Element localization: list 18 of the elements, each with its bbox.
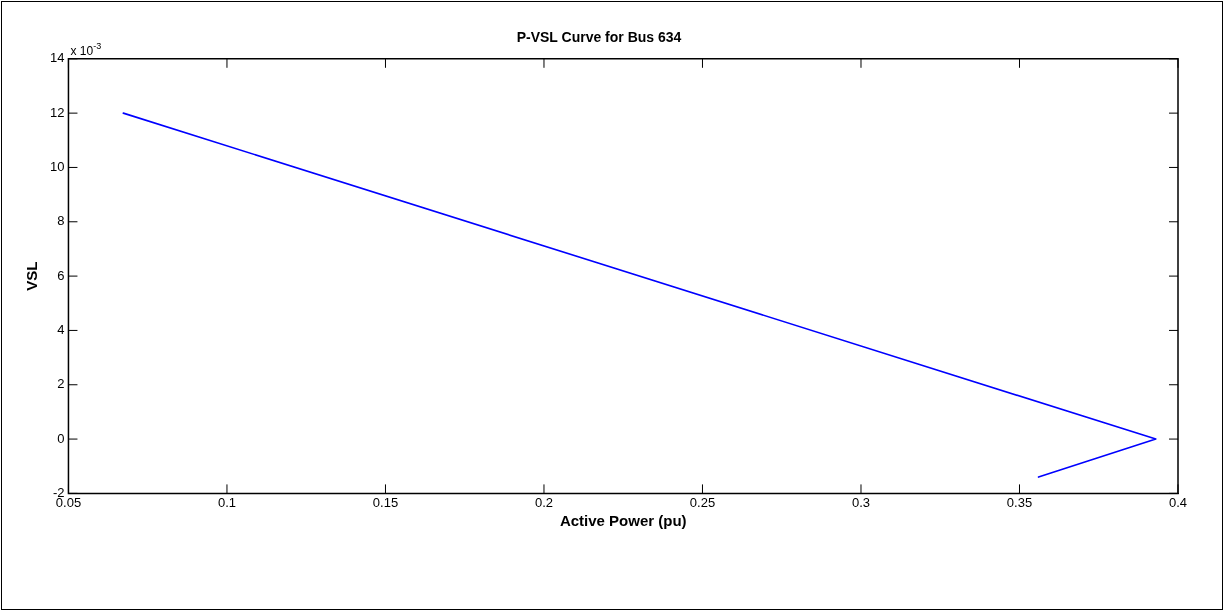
y-tick-label: 4 — [57, 322, 65, 337]
y-tick-label: 0 — [57, 430, 65, 446]
chart-title: P-VSL Curve for Bus 634 — [516, 29, 682, 46]
x-tick-label: 0.2 — [534, 494, 554, 510]
x-tick-label: 0.4 — [1168, 494, 1188, 510]
y-tick-label: 2 — [57, 376, 65, 392]
y-axis-title: VSL — [23, 261, 41, 291]
y-tick-label: 6 — [57, 267, 65, 283]
x-tick-label: 0.25 — [689, 494, 716, 510]
x-tick-label: 0.35 — [1006, 494, 1033, 510]
y-tick-label: 14 — [49, 50, 65, 66]
x-tick-label: 0.1 — [217, 494, 236, 510]
y-tick-label: 8 — [57, 213, 65, 229]
x-tick-label: 0.3 — [851, 494, 871, 510]
y-tick-label: 10 — [49, 159, 65, 175]
x-axis-title: Active Power (pu) — [559, 512, 687, 530]
x-tick-label: 0.15 — [372, 494, 399, 510]
y-tick-label: 12 — [49, 104, 65, 120]
